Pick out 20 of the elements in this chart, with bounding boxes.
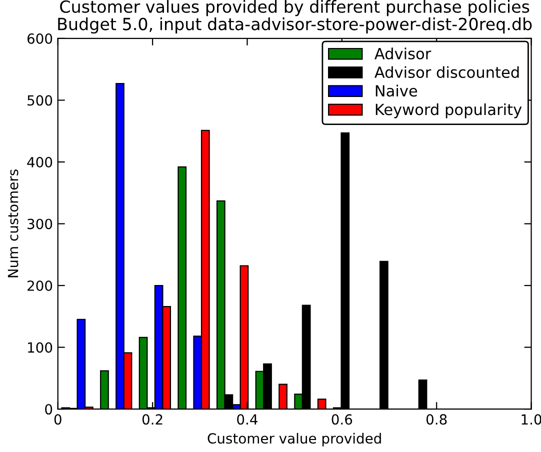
y-tick-label: 600 <box>27 33 52 44</box>
legend-label: Advisor discounted <box>374 66 519 78</box>
legend-label: Naive <box>376 84 418 97</box>
x-tick-label: 0.2 <box>142 414 162 425</box>
y-tick-label: 200 <box>28 280 52 291</box>
y-tick-label: 100 <box>28 342 52 353</box>
x-tick-label: 0.4 <box>237 414 258 425</box>
legend-label: Advisor <box>374 48 432 60</box>
legend-label: Keyword popularity <box>376 103 522 118</box>
x-tick-label: 0 <box>54 414 62 425</box>
x-tick-label: 1.0 <box>522 414 541 425</box>
x-tick-label: 0.6 <box>332 414 352 425</box>
x-tick-label: 0.8 <box>426 414 447 425</box>
y-tick-label: 300 <box>28 218 52 230</box>
y-tick-label: 400 <box>27 156 52 168</box>
y-axis-title: Num customers <box>8 170 18 278</box>
chart-title: Customer values provided by different purchase policies Budget 5.0, input data-advisor-store-power-dist-20req.db <box>58 0 532 34</box>
x-axis-title: Customer value provided <box>208 432 381 446</box>
y-tick-label: 0 <box>45 404 52 415</box>
y-tick-label: 500 <box>28 95 52 106</box>
